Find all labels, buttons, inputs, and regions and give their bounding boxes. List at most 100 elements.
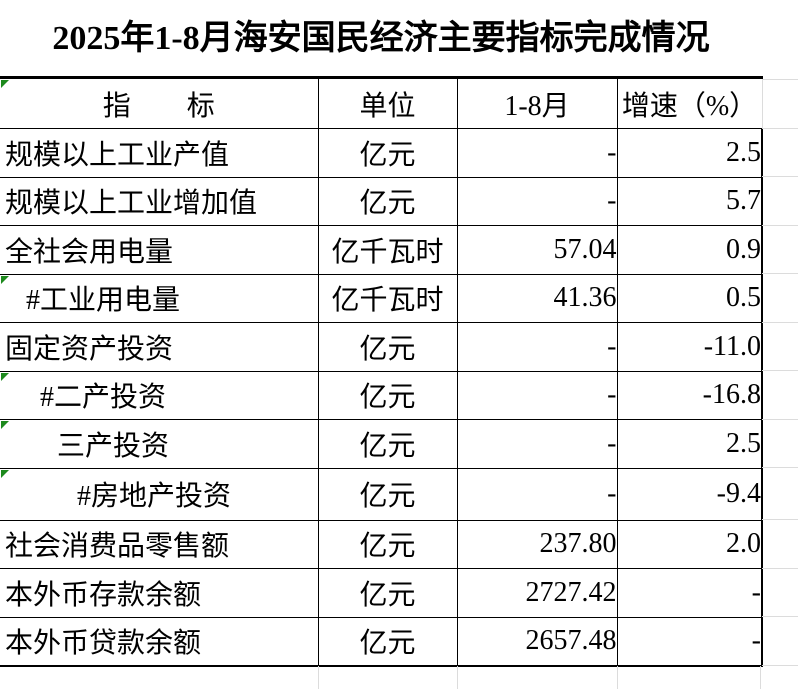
indicators-table-wrap: 指 标 单位 1-8月 增速（%） 规模以上工业产值 亿元 -2.5 规模以上工业增加… [0, 76, 763, 667]
unit-label: 亿千瓦时 [331, 236, 444, 268]
unit-cell[interactable]: 亿千瓦时 [318, 225, 458, 275]
indicator-label: 全社会用电量 [5, 236, 174, 268]
indicator-label: 本外币存款余额 [5, 579, 202, 611]
indicator-label: 规模以上工业增加值 [5, 188, 258, 220]
error-flag-icon [1, 421, 9, 429]
value-cell[interactable]: 41.36 [457, 274, 618, 323]
value-cell[interactable]: - [457, 177, 618, 226]
value-label: - [607, 136, 617, 168]
growth-cell[interactable]: -16.8 [617, 371, 763, 420]
table-row: #房地产投资 亿元 - -9.4 [0, 468, 763, 521]
header-cell-growth[interactable]: 增速（%） [617, 76, 763, 129]
error-flag-icon [1, 372, 9, 381]
indicator-cell[interactable]: #工业用电量 [0, 274, 319, 323]
unit-cell[interactable]: 亿元 [318, 371, 458, 420]
header-label-period: 1-8月 [504, 90, 570, 122]
growth-label: -9.4 [716, 478, 761, 509]
growth-label: 2.0 [726, 528, 761, 560]
header-label-growth: 增速（%） [621, 90, 758, 122]
gridline [762, 664, 798, 666]
value-cell[interactable]: 237.80 [457, 520, 618, 569]
unit-label: 亿元 [359, 628, 416, 659]
unit-cell[interactable]: 亿元 [318, 322, 458, 372]
indicator-cell[interactable]: 固定资产投资 [0, 322, 319, 372]
indicator-label: 三产投资 [57, 430, 170, 462]
growth-label: 0.5 [726, 282, 761, 314]
value-label: 41.36 [553, 282, 617, 314]
gridline [762, 519, 798, 520]
unit-cell[interactable]: 亿元 [318, 617, 458, 667]
growth-cell[interactable]: -11.0 [617, 322, 763, 372]
unit-cell[interactable]: 亿元 [318, 128, 458, 178]
header-cell-period[interactable]: 1-8月 [457, 76, 618, 129]
growth-cell[interactable]: 2.5 [617, 419, 763, 469]
indicator-label: 规模以上工业产值 [5, 139, 230, 171]
unit-cell[interactable]: 亿元 [318, 520, 458, 569]
unit-label: 亿元 [359, 188, 416, 220]
growth-cell[interactable]: -9.4 [617, 468, 763, 521]
header-cell-unit[interactable]: 单位 [318, 76, 458, 129]
growth-cell[interactable]: 2.0 [617, 520, 763, 569]
value-cell[interactable]: - [457, 468, 618, 521]
growth-cell[interactable]: 0.5 [617, 274, 763, 323]
indicator-cell[interactable]: 本外币存款余额 [0, 568, 319, 618]
indicator-cell[interactable]: 规模以上工业增加值 [0, 177, 319, 226]
gridline [762, 418, 798, 420]
value-cell[interactable]: - [457, 419, 618, 469]
value-cell[interactable]: 57.04 [457, 225, 618, 275]
growth-cell[interactable]: - [617, 617, 763, 667]
header-label-unit: 单位 [359, 90, 416, 122]
value-label: - [607, 427, 617, 459]
unit-cell[interactable]: 亿元 [318, 568, 458, 618]
value-label: - [607, 185, 617, 217]
value-label: 57.04 [553, 233, 617, 265]
growth-label: 0.9 [726, 233, 761, 265]
value-cell[interactable]: - [457, 322, 618, 372]
unit-cell[interactable]: 亿元 [318, 468, 458, 521]
table-row: #工业用电量 亿千瓦时 41.36 0.5 [0, 274, 763, 323]
unit-cell[interactable]: 亿元 [318, 177, 458, 226]
indicator-cell[interactable]: 本外币贷款余额 [0, 617, 319, 667]
value-cell[interactable]: 2727.42 [457, 568, 618, 618]
indicator-cell[interactable]: 三产投资 [0, 419, 319, 469]
indicator-cell[interactable]: #二产投资 [0, 371, 319, 420]
growth-label: 2.5 [726, 427, 761, 459]
indicator-label: 固定资产投资 [5, 333, 174, 365]
page-title: 2025年1-8月海安国民经济主要指标完成情况 [52, 20, 710, 57]
indicator-label: #房地产投资 [77, 481, 232, 512]
indicator-cell[interactable]: #房地产投资 [0, 468, 319, 521]
growth-label: - [751, 625, 761, 656]
gridline [759, 665, 761, 689]
error-flag-icon [1, 80, 9, 88]
value-label: - [607, 330, 617, 362]
unit-label: 亿元 [359, 579, 416, 611]
table-row: 规模以上工业产值 亿元 - 2.5 [0, 128, 763, 178]
growth-label: -16.8 [702, 379, 761, 411]
value-cell[interactable]: 2657.48 [457, 617, 618, 667]
indicator-cell[interactable]: 社会消费品零售额 [0, 520, 319, 569]
header-cell-indicator[interactable]: 指 标 [0, 76, 319, 129]
gridline [762, 127, 798, 129]
gridline [762, 616, 798, 617]
value-cell[interactable]: - [457, 371, 618, 420]
unit-cell[interactable]: 亿元 [318, 419, 458, 469]
gridline [762, 78, 798, 80]
value-label: 237.80 [539, 528, 617, 560]
indicator-label: 本外币贷款余额 [5, 628, 202, 659]
gridline [762, 321, 798, 323]
header-row: 指 标 单位 1-8月 增速（%） [0, 76, 763, 129]
table-row: 三产投资 亿元 - 2.5 [0, 419, 763, 469]
unit-cell[interactable]: 亿千瓦时 [318, 274, 458, 323]
value-cell[interactable]: - [457, 128, 618, 178]
indicator-cell[interactable]: 全社会用电量 [0, 225, 319, 275]
indicator-cell[interactable]: 规模以上工业产值 [0, 128, 319, 178]
growth-cell[interactable]: 5.7 [617, 177, 763, 226]
growth-label: 5.7 [726, 185, 761, 217]
growth-cell[interactable]: - [617, 568, 763, 618]
unit-label: 亿元 [359, 430, 416, 462]
growth-cell[interactable]: 2.5 [617, 128, 763, 178]
growth-cell[interactable]: 0.9 [617, 225, 763, 275]
gridline [616, 665, 618, 689]
gridline [762, 467, 798, 468]
